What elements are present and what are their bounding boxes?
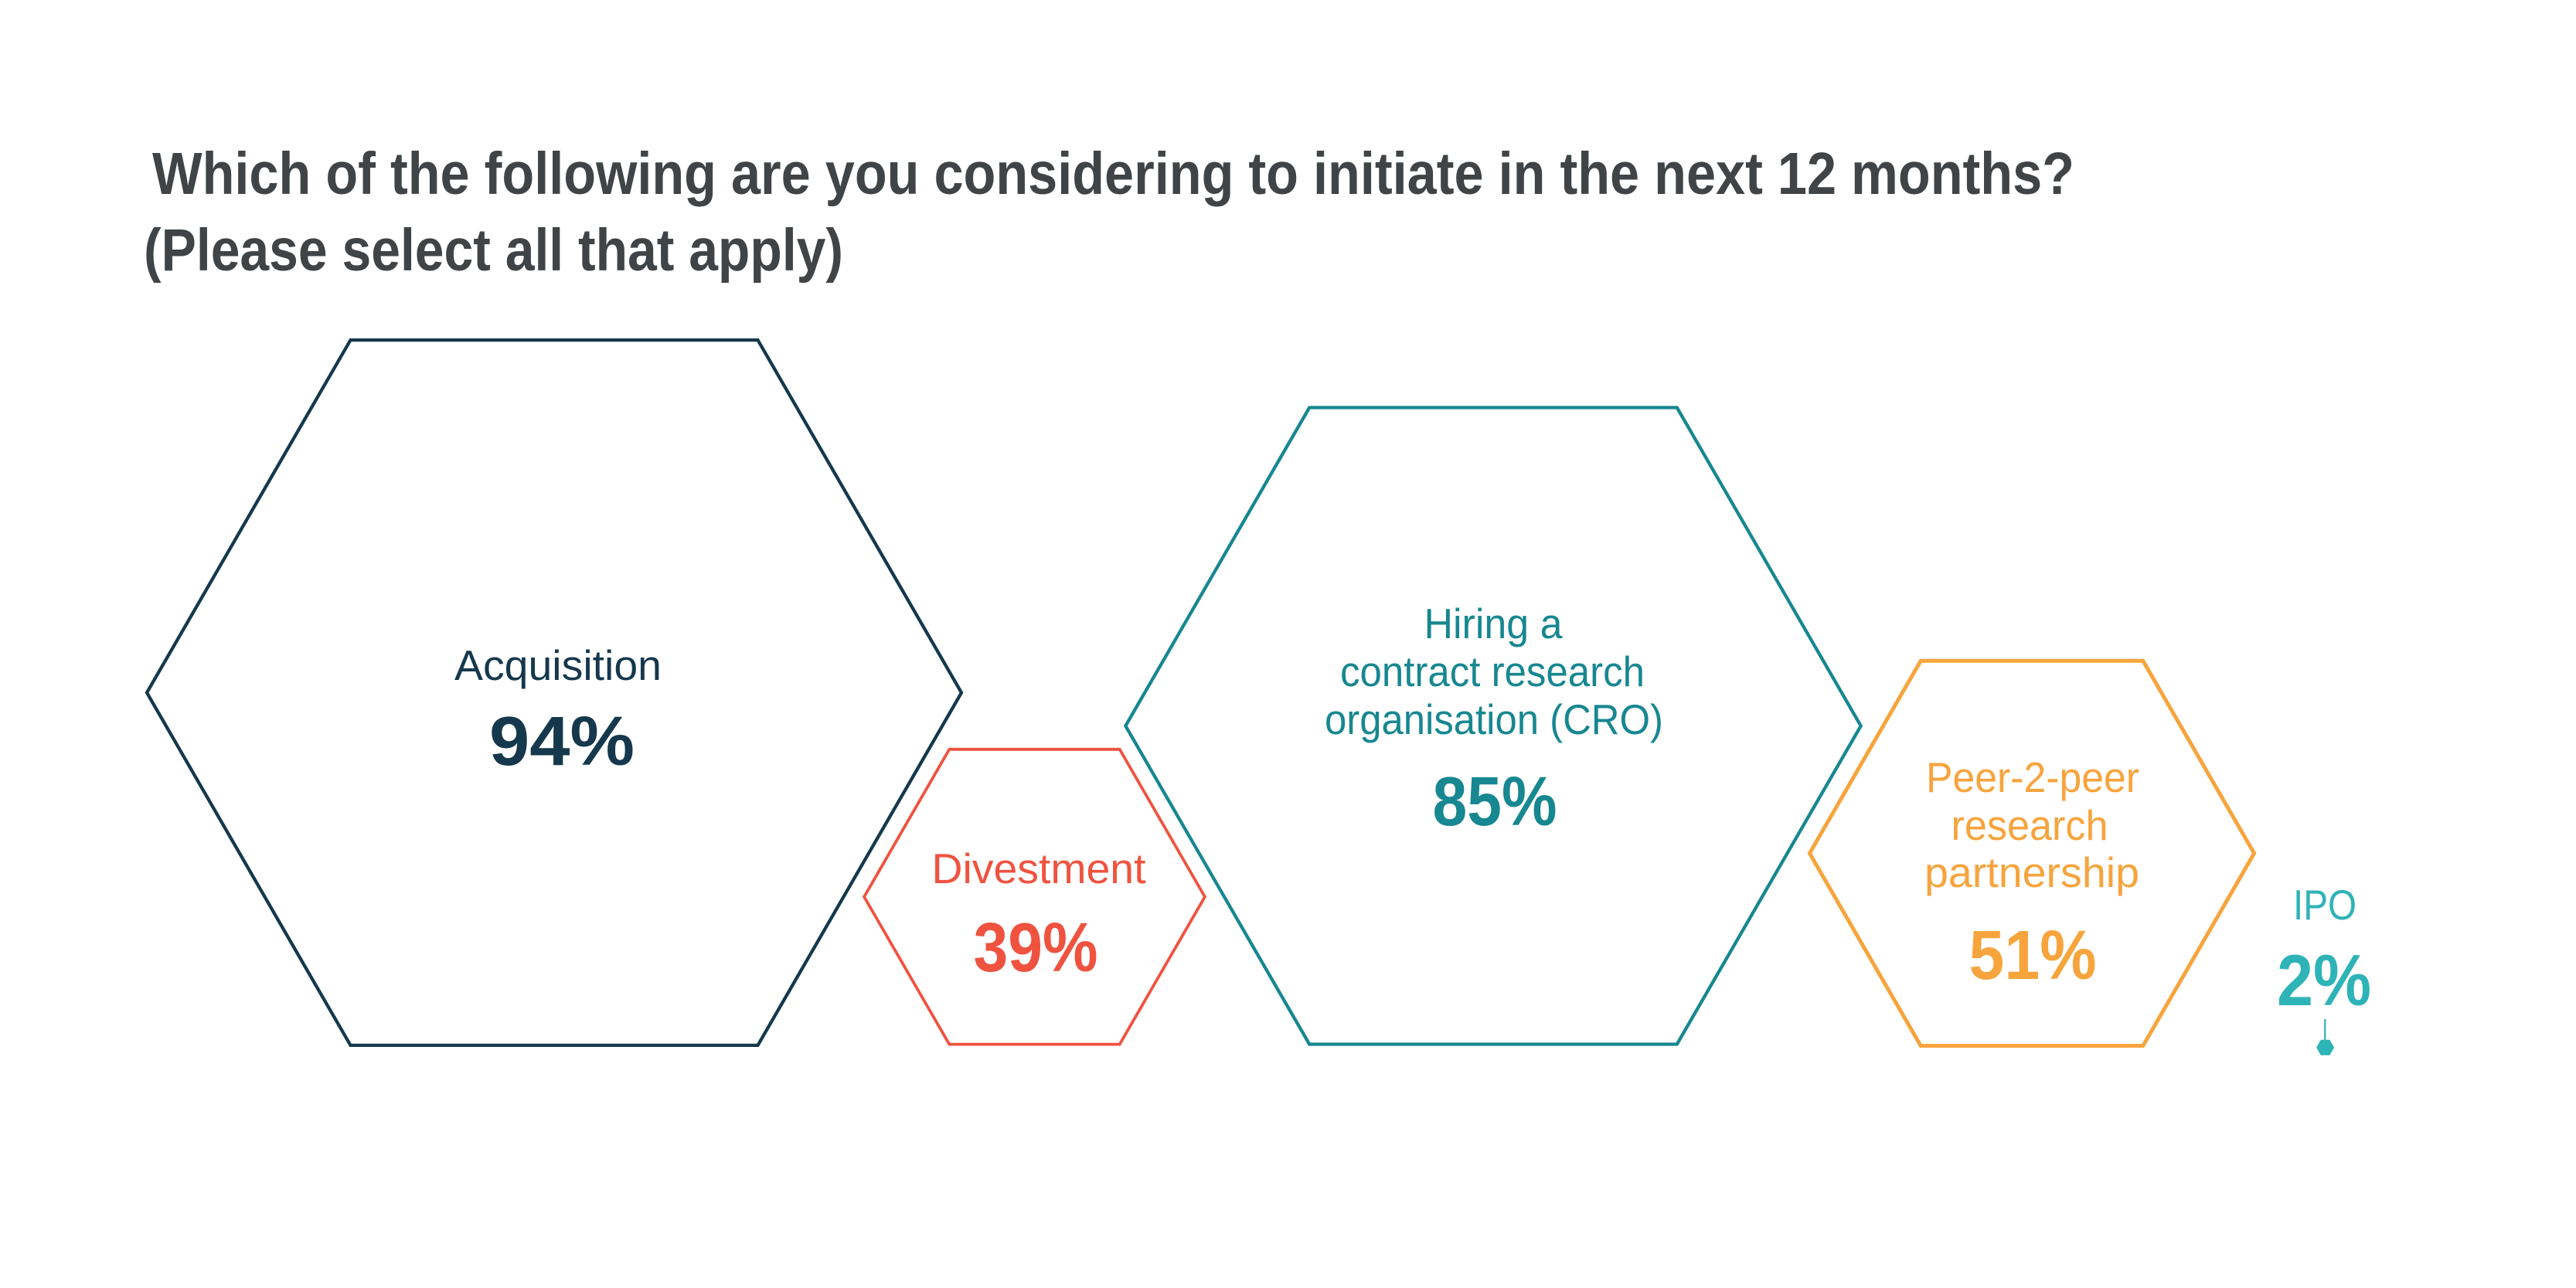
svg-text:IPO: IPO — [2293, 881, 2357, 929]
svg-text:partnership: partnership — [1924, 848, 2139, 896]
svg-text:Hiring a: Hiring a — [1424, 600, 1563, 647]
svg-text:2%: 2% — [2277, 940, 2371, 1021]
svg-text:(Please select all that apply): (Please select all that apply) — [144, 217, 843, 284]
svg-text:organisation (CRO): organisation (CRO) — [1325, 695, 1663, 743]
svg-text:Acquisition: Acquisition — [454, 641, 662, 689]
svg-text:Divestment: Divestment — [932, 845, 1146, 892]
svg-text:94%: 94% — [489, 703, 635, 780]
svg-text:research: research — [1952, 801, 2108, 849]
svg-text:Peer-2-peer: Peer-2-peer — [1926, 753, 2139, 801]
svg-text:Which of the following are you: Which of the following are you consideri… — [152, 141, 2074, 207]
svg-text:contract research: contract research — [1340, 647, 1645, 695]
svg-text:51%: 51% — [1969, 917, 2097, 994]
svg-text:39%: 39% — [974, 909, 1098, 987]
svg-text:85%: 85% — [1433, 763, 1557, 841]
